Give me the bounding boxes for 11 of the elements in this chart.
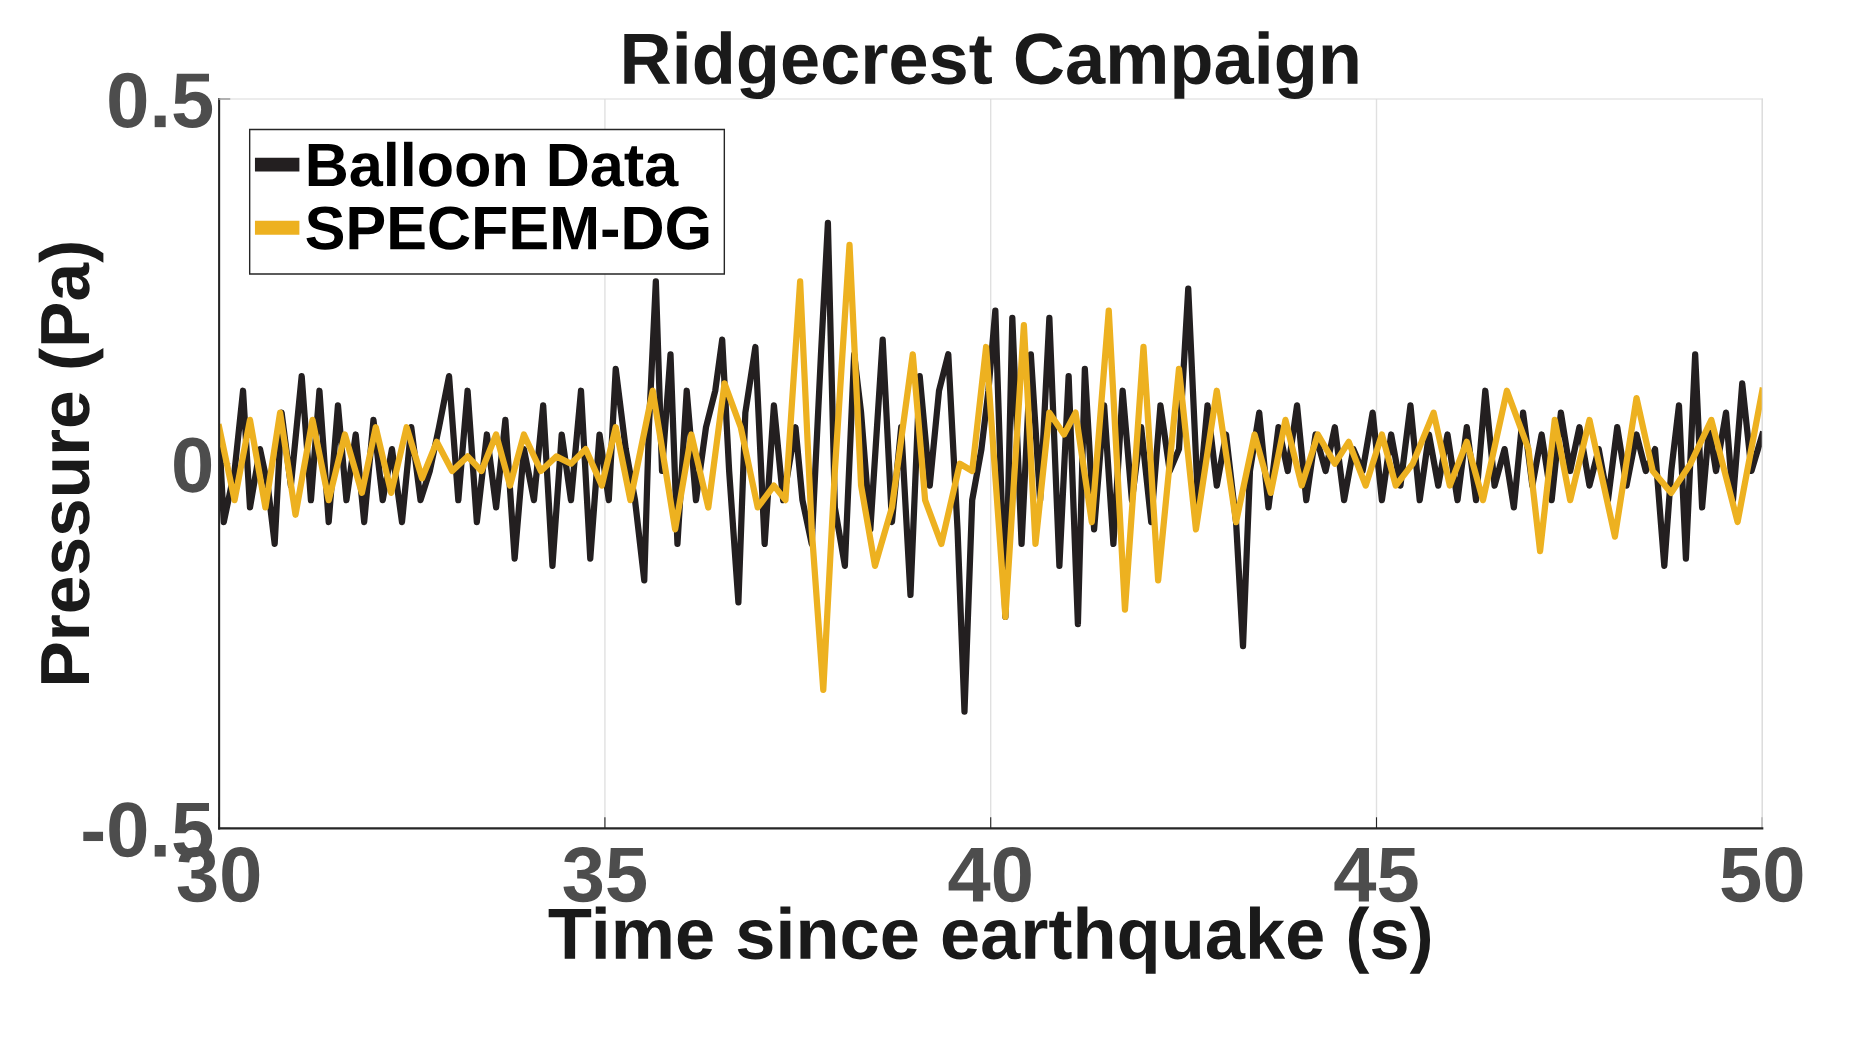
- y-tick-label: 0: [174, 437, 212, 493]
- x-tick-label: 35: [563, 847, 647, 903]
- legend-label: SPECFEM-DG: [306, 206, 709, 250]
- legend-label: Balloon Data: [308, 141, 679, 187]
- x-tick-label: 45: [1334, 847, 1418, 903]
- y-axis-title: Pressure (Pa): [38, 243, 104, 683]
- x-axis-title: Time since earthquake (s): [548, 906, 1431, 974]
- chart-title: Ridgecrest Campaign: [624, 31, 1358, 99]
- y-tick-label: 0.5: [109, 72, 213, 128]
- x-tick-label: 50: [1721, 847, 1803, 903]
- x-tick-label: 40: [948, 847, 1031, 903]
